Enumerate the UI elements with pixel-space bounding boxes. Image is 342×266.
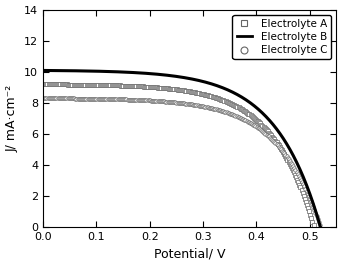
Electrolyte B [206,81,210,85]
Line: Electrolyte A: Electrolyte A [41,83,315,227]
Electrolyte B [318,225,323,228]
Electrolyte A [41,83,45,86]
Electrolyte B [268,120,273,123]
X-axis label: Potential/ V: Potential/ V [154,247,225,260]
Electrolyte B [174,75,179,78]
Electrolyte C [87,97,91,100]
Electrolyte A [197,92,201,95]
Electrolyte C [232,114,236,117]
Electrolyte A [228,102,232,105]
Electrolyte A [312,224,316,227]
Electrolyte C [41,97,45,100]
Electrolyte C [201,105,205,108]
Electrolyte A [86,83,90,86]
Electrolyte A [150,85,154,89]
Electrolyte B [312,204,316,207]
Y-axis label: J/ mA·cm⁻²: J/ mA·cm⁻² [5,85,18,152]
Electrolyte A [301,191,305,194]
Electrolyte C [307,194,311,198]
Electrolyte B [41,69,45,72]
Electrolyte C [318,224,322,227]
Legend: Electrolyte A, Electrolyte B, Electrolyte C: Electrolyte A, Electrolyte B, Electrolyt… [233,15,331,59]
Electrolyte C [156,99,160,102]
Electrolyte B [173,74,177,78]
Line: Electrolyte C: Electrolyte C [41,97,321,227]
Line: Electrolyte B: Electrolyte B [43,70,320,227]
Electrolyte A [153,86,157,89]
Electrolyte C [152,99,156,102]
Electrolyte B [191,78,195,81]
